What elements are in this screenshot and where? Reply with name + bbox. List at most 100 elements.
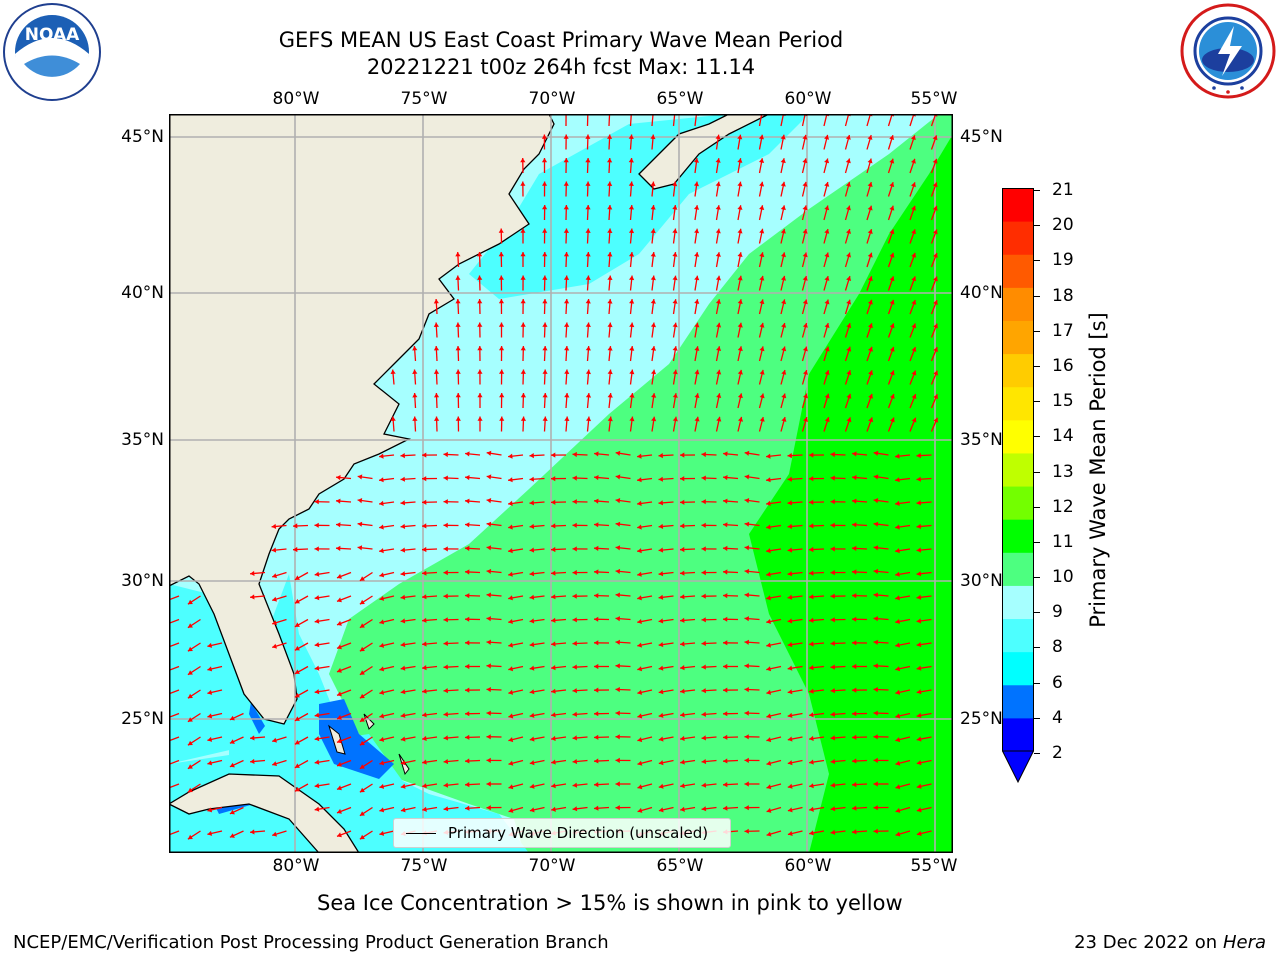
wave-arrow-head — [830, 522, 835, 528]
wave-arrow-head — [465, 734, 470, 740]
wave-arrow-head — [802, 181, 808, 187]
wave-arrow-head — [802, 323, 808, 328]
wave-arrow — [169, 642, 180, 648]
lat-tick-right-40: 40°N — [960, 283, 1003, 303]
lon-tick-bottom-55: 55°W — [910, 856, 958, 876]
wave-arrow-head — [873, 474, 879, 480]
wave-arrow-head — [895, 642, 900, 648]
lat-tick-left-30: 30°N — [121, 571, 164, 591]
colorbar-cell — [1002, 188, 1034, 222]
wave-arrow — [169, 712, 180, 719]
wave-arrow-head — [723, 475, 728, 481]
wave-arrow-head — [629, 252, 635, 257]
wave-arrow-head — [780, 228, 786, 234]
wave-arrow-head — [477, 393, 483, 398]
wave-arrow-head — [737, 181, 743, 187]
colorbar-cells — [1002, 188, 1034, 752]
wave-arrow-head — [715, 205, 721, 210]
wave-arrow-head — [422, 594, 427, 600]
colorbar-tick-label: 2 — [1052, 743, 1063, 763]
wave-arrow-head — [293, 523, 298, 529]
wave-arrow-head — [723, 545, 728, 551]
wave-arrow-head — [594, 687, 599, 693]
wave-arrow-head — [895, 831, 901, 837]
wave-arrow-head — [529, 547, 535, 553]
wave-arrow-head — [337, 761, 342, 767]
wave-arrow-head — [359, 599, 365, 605]
map-frame — [169, 114, 953, 853]
wave-arrow-head — [852, 829, 857, 835]
wave-arrow — [169, 665, 180, 672]
wave-arrow-head — [672, 181, 678, 187]
wave-arrow-head — [651, 369, 657, 375]
wave-arrow — [801, 114, 806, 127]
wave-arrow-head — [400, 500, 405, 506]
wave-arrow-head — [830, 451, 835, 458]
wave-arrow-head — [187, 693, 193, 699]
wave-arrow-head — [873, 521, 879, 527]
wave-arrow-head — [607, 275, 613, 280]
wave-arrow-head — [594, 498, 599, 504]
wave-arrow-head — [694, 322, 700, 328]
wave-arrow-head — [207, 830, 213, 836]
wave-arrow-head — [455, 275, 461, 280]
chart-title-line1: GEFS MEAN US East Coast Primary Wave Mea… — [278, 28, 844, 52]
wave-arrow-head — [572, 475, 577, 481]
wave-arrow-head — [809, 476, 814, 482]
wave-arrow-head — [716, 322, 722, 328]
wave-arrow-head — [542, 275, 548, 280]
legend-label: Primary Wave Direction (unscaled) — [448, 824, 709, 842]
wave-arrow-head — [486, 568, 492, 574]
wave-arrow-head — [443, 759, 449, 765]
wave-arrow-head — [737, 252, 743, 257]
wave-arrow-head — [766, 713, 772, 719]
colorbar-tick-mark — [1034, 436, 1040, 438]
wave-arrow-head — [229, 833, 235, 838]
wave-arrow-head — [422, 783, 427, 789]
wave-arrow-head — [658, 523, 664, 529]
wave-arrow-head — [486, 450, 492, 456]
wave-arrow-head — [390, 416, 396, 421]
wave-arrow-head — [498, 322, 505, 327]
wave-arrow-head — [400, 523, 406, 529]
wave-arrow-head — [916, 689, 922, 695]
wave-arrow-head — [916, 807, 922, 813]
wave-arrow-head — [867, 135, 873, 140]
wave-arrow-head — [889, 394, 895, 399]
wave-arrow-head — [594, 569, 599, 575]
wave-arrow-head — [895, 548, 900, 554]
wave-arrow-head — [294, 622, 300, 627]
wave-arrow-head — [715, 252, 721, 257]
wave-arrow-head — [830, 688, 835, 694]
wave-arrow-head — [529, 783, 535, 789]
wave-arrow-head — [422, 712, 427, 718]
wave-arrow-head — [563, 134, 569, 139]
wave-arrow-head — [916, 618, 922, 624]
wave-arrow-head — [187, 670, 193, 675]
wave-arrow-head — [723, 711, 728, 717]
wave-arrow-head — [658, 642, 664, 648]
wave-arrow-head — [629, 346, 635, 351]
wave-arrow-head — [508, 477, 513, 483]
wave-arrow-head — [551, 570, 556, 576]
wave-arrow-head — [390, 369, 396, 374]
wave-arrow-head — [933, 370, 938, 376]
wave-arrow-head — [498, 228, 504, 233]
wave-arrow-head — [443, 782, 449, 788]
wave-arrow-head — [359, 811, 365, 816]
wave-arrow-head — [359, 717, 365, 722]
wave-arrow-head — [824, 299, 830, 305]
wave-arrow-head — [787, 736, 793, 742]
wave-arrow-head — [672, 416, 678, 422]
wave-arrow-head — [422, 570, 427, 576]
wave-arrow-head — [809, 641, 814, 647]
wave-arrow-head — [564, 299, 570, 304]
wave-arrow-head — [787, 665, 793, 671]
wave-arrow-head — [672, 252, 678, 257]
wave-arrow-head — [911, 205, 916, 211]
wave-arrow-head — [412, 346, 418, 351]
wave-arrow-head — [723, 805, 728, 811]
wave-arrow-head — [400, 594, 406, 600]
wave-arrow-head — [359, 740, 365, 746]
wave-arrow-head — [629, 299, 635, 304]
